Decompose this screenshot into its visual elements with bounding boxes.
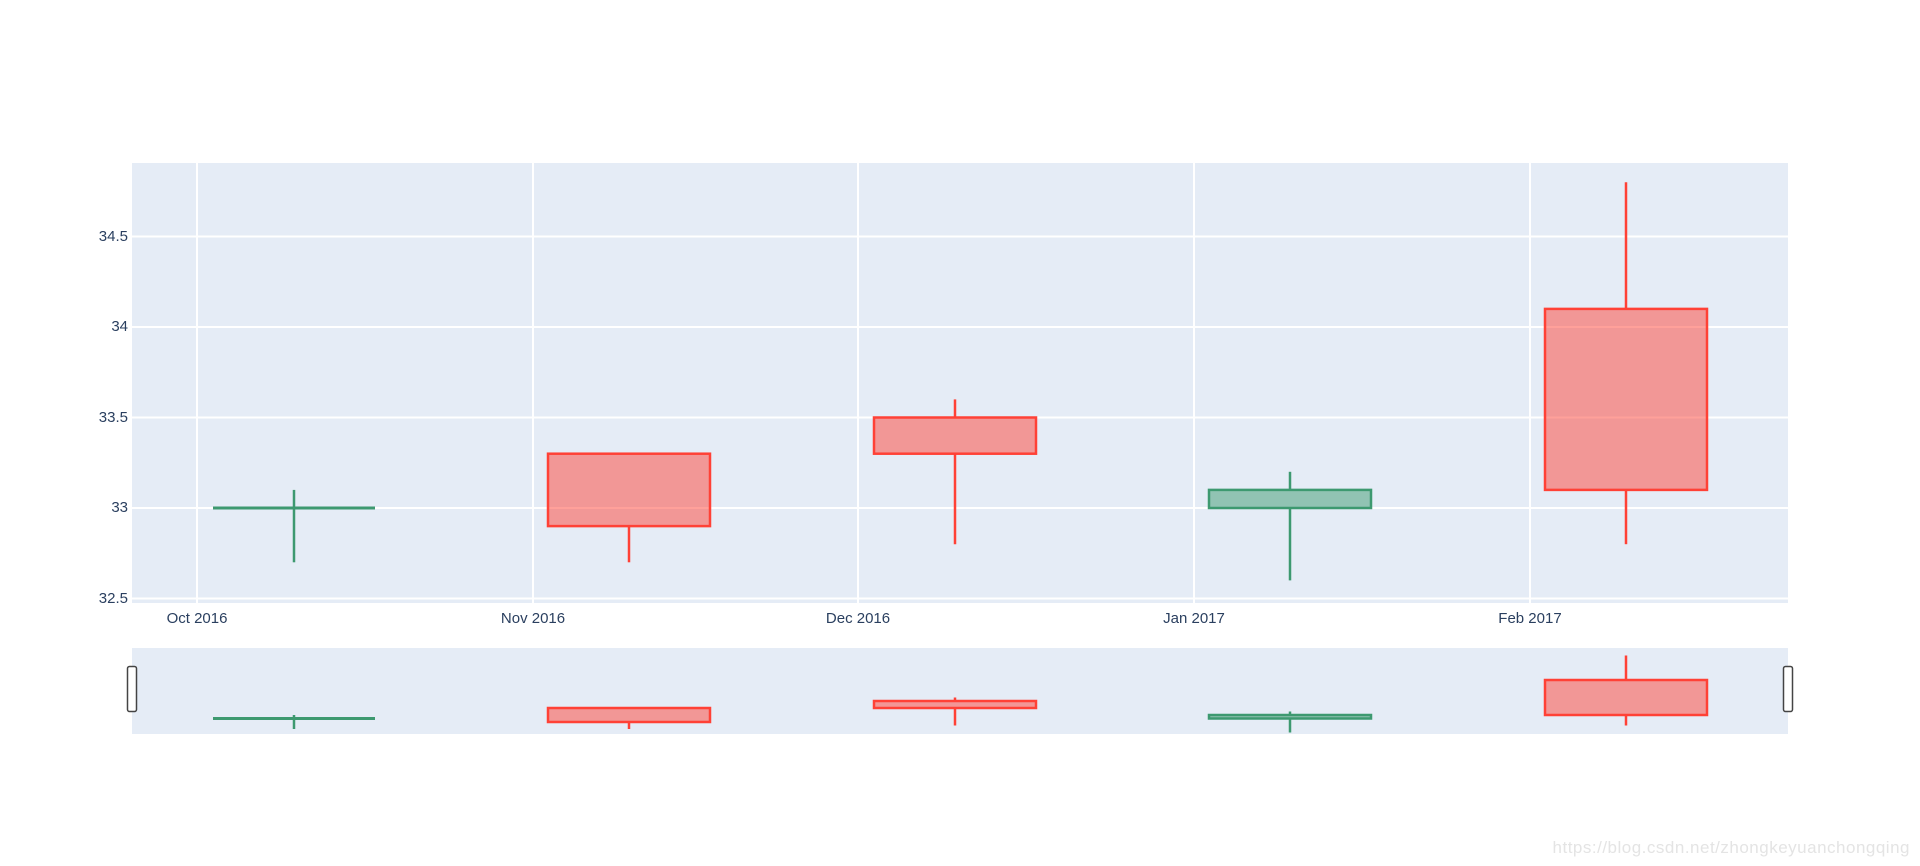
- rangeslider-handle-right[interactable]: [1782, 665, 1794, 713]
- x-tick-label-nov-2016: Nov 2016: [500, 610, 566, 627]
- x-tick-label-oct-2016: Oct 2016: [166, 610, 228, 627]
- x-tick-label-dec-2016: Dec 2016: [825, 610, 891, 627]
- main-candlestick-jan-2017[interactable]: [1207, 471, 1373, 581]
- y-tick-label-34: 34: [111, 318, 128, 335]
- candle-body: [213, 717, 375, 720]
- y-tick-label-33: 33: [111, 499, 128, 516]
- main-plot-background[interactable]: [132, 163, 1788, 603]
- candle-body: [872, 699, 1038, 710]
- watermark-text: https://blog.csdn.net/zhongkeyuanchongqi…: [1552, 838, 1910, 857]
- x-tick-label-feb-2017: Feb 2017: [1498, 610, 1562, 627]
- rangeslider-candlestick-oct-2016: [213, 715, 375, 729]
- main-candlestick-feb-2017[interactable]: [1543, 182, 1709, 545]
- candle-body: [1543, 307, 1709, 492]
- x-tick-label-jan-2017: Jan 2017: [1163, 610, 1225, 627]
- candle-body: [546, 706, 712, 724]
- rangeslider-candlestick-dec-2016: [872, 697, 1038, 726]
- y-tick-label-33.5: 33.5: [98, 408, 128, 426]
- main-candlestick-dec-2016[interactable]: [872, 399, 1038, 545]
- rangeslider-handle-left[interactable]: [126, 665, 138, 713]
- y-tick-label-34.5: 34.5: [98, 227, 128, 245]
- main-candlestick-oct-2016[interactable]: [213, 489, 375, 563]
- rangeslider-candlestick-nov-2016: [546, 706, 712, 729]
- rangeslider-candlestick-jan-2017: [1207, 711, 1373, 733]
- candle-body: [213, 506, 375, 510]
- candle-body: [546, 452, 712, 528]
- rangeslider-candlestick-feb-2017: [1543, 655, 1709, 726]
- candle-body: [872, 416, 1038, 455]
- candle-body: [1207, 713, 1373, 720]
- main-candlestick-nov-2016[interactable]: [546, 452, 712, 563]
- rangeslider-track[interactable]: [132, 648, 1788, 734]
- y-tick-label-32.5: 32.5: [98, 589, 128, 607]
- candle-body: [1207, 488, 1373, 510]
- candle-body: [1543, 678, 1709, 717]
